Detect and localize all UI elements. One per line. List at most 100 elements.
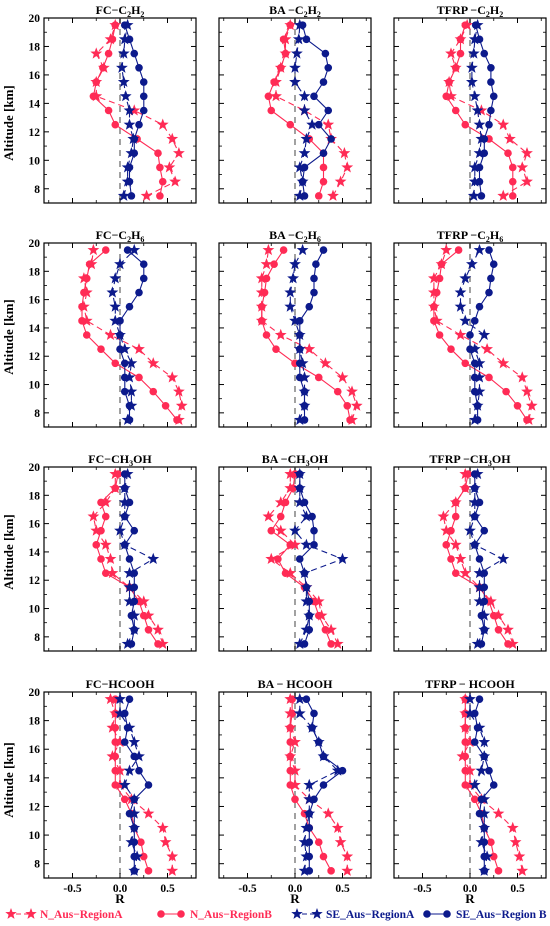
data-point-star [331, 637, 344, 649]
data-point-circle [470, 484, 479, 493]
data-point-circle [477, 795, 486, 804]
data-point-star [497, 189, 510, 201]
data-point-circle [281, 498, 290, 507]
data-point-circle [470, 738, 479, 746]
data-point-circle [461, 781, 470, 789]
data-point-circle [451, 569, 460, 577]
data-point-circle [508, 163, 517, 172]
panel-title: TFRP −C2H2 [437, 3, 504, 19]
data-point-star [284, 300, 297, 312]
data-point-circle [489, 852, 498, 861]
data-point-star [464, 524, 476, 536]
data-point-circle [130, 597, 139, 606]
data-point-star [142, 609, 155, 621]
y-tick-label: 12 [29, 351, 41, 363]
data-point-circle [139, 106, 148, 115]
data-point-star [509, 836, 522, 848]
data-point-star [289, 258, 301, 270]
data-point-circle [116, 345, 124, 353]
data-point-circle [477, 640, 486, 648]
data-point-circle [125, 416, 134, 424]
legend-label: N_Aus−RegionB [190, 909, 272, 921]
data-point-circle [305, 611, 314, 620]
y-tick-label: 8 [34, 859, 40, 871]
data-point-star [262, 510, 275, 522]
data-point-star [284, 566, 297, 579]
data-point-star [475, 764, 488, 776]
data-point-circle [321, 625, 330, 634]
data-point-star [437, 510, 450, 522]
y-tick-label: 8 [34, 632, 40, 644]
y-tick-label: 20 [29, 687, 41, 699]
data-point-circle [442, 92, 451, 101]
data-point-circle [144, 625, 153, 634]
data-point-circle [111, 359, 120, 368]
data-point-star [125, 357, 138, 369]
y-tick-label: 10 [29, 604, 41, 616]
data-point-circle [461, 359, 470, 368]
x-tick-label: 0.0 [463, 883, 478, 895]
data-point-circle [480, 135, 489, 143]
data-point-star [331, 821, 344, 833]
data-point-star [99, 538, 112, 550]
data-point-star [298, 371, 311, 383]
data-point-circle [116, 331, 124, 339]
data-point-circle [302, 35, 311, 44]
y-tick-label: 20 [29, 238, 41, 250]
data-point-star [175, 399, 188, 411]
data-point-star [114, 764, 126, 776]
data-point-star [114, 692, 126, 705]
data-point-circle [291, 795, 299, 804]
data-point-star [464, 764, 476, 776]
data-point-star [521, 175, 533, 187]
data-point-circle [295, 359, 304, 368]
data-point-star [289, 314, 301, 326]
data-point-star [516, 161, 529, 173]
data-point-star [341, 850, 354, 862]
data-point-circle [139, 611, 148, 620]
data-point-star [468, 33, 481, 45]
data-point-circle [135, 288, 143, 297]
panel-title: FC−HCOOH [86, 677, 156, 691]
data-point-star [473, 566, 486, 579]
data-point-star [166, 864, 179, 876]
data-point-star [147, 357, 160, 369]
data-point-circle [430, 302, 438, 311]
data-point-star [87, 243, 100, 256]
data-point-circle [305, 809, 314, 818]
data-point-star [293, 692, 306, 705]
data-point-star [128, 807, 141, 819]
data-point-circle [477, 192, 486, 200]
panel-5: BA −C2H6 [218, 228, 372, 428]
data-point-star [114, 778, 126, 791]
data-point-star [118, 342, 131, 355]
data-point-star [468, 496, 481, 508]
data-point-circle [281, 49, 290, 58]
panel-6: TFRP −C2H6 [393, 228, 547, 428]
data-point-circle [523, 416, 531, 424]
data-point-circle [154, 640, 162, 648]
data-point-circle [130, 752, 139, 761]
data-point-circle [327, 135, 335, 143]
data-point-circle [111, 484, 120, 493]
data-point-circle [300, 192, 309, 200]
data-point-circle [286, 21, 295, 29]
data-point-star [123, 595, 136, 607]
data-point-star [445, 47, 457, 59]
data-point-circle [120, 387, 129, 396]
data-point-star [334, 175, 347, 187]
panel-title: TFRP −C2H6 [437, 228, 504, 244]
data-point-circle [314, 373, 323, 382]
panel-4: FC−C2H6 8 10 12 14 16 18 20 [29, 228, 197, 428]
y-tick-label: 16 [29, 744, 41, 756]
data-point-circle [310, 526, 318, 535]
data-point-circle [489, 260, 498, 269]
data-point-circle [127, 192, 136, 200]
data-point-circle [324, 106, 333, 115]
data-point-circle [473, 723, 482, 732]
data-point-star [296, 243, 309, 256]
y-tick-label: 14 [29, 547, 41, 559]
data-point-circle [82, 274, 91, 283]
data-point-circle [114, 470, 122, 478]
data-point-circle [470, 795, 479, 804]
